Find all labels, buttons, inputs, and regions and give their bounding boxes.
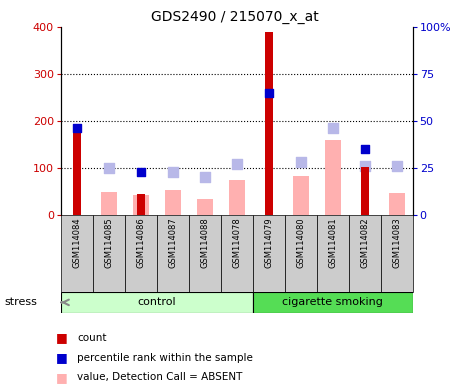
Text: GSM114087: GSM114087 xyxy=(168,217,177,268)
Text: ■: ■ xyxy=(56,351,68,364)
Text: GSM114080: GSM114080 xyxy=(296,217,305,268)
Bar xyxy=(197,199,213,215)
Point xyxy=(105,165,113,171)
Point xyxy=(329,126,337,132)
Point xyxy=(297,159,304,166)
Text: GSM114086: GSM114086 xyxy=(136,217,145,268)
Bar xyxy=(73,128,81,215)
Bar xyxy=(265,31,273,215)
Text: GSM114081: GSM114081 xyxy=(328,217,337,268)
Text: GSM114084: GSM114084 xyxy=(72,217,82,268)
Text: GSM114079: GSM114079 xyxy=(265,217,273,268)
Text: GDS2490 / 215070_x_at: GDS2490 / 215070_x_at xyxy=(151,10,318,23)
Bar xyxy=(253,292,413,313)
Text: GSM114083: GSM114083 xyxy=(392,217,401,268)
Bar xyxy=(133,195,149,215)
Bar xyxy=(381,215,413,292)
Text: value, Detection Call = ABSENT: value, Detection Call = ABSENT xyxy=(77,372,243,382)
Text: GSM114078: GSM114078 xyxy=(232,217,242,268)
Bar xyxy=(285,215,317,292)
Point xyxy=(265,90,272,96)
Bar xyxy=(293,177,309,215)
Text: count: count xyxy=(77,333,107,343)
Text: cigarette smoking: cigarette smoking xyxy=(282,297,383,308)
Point xyxy=(233,161,241,167)
Bar xyxy=(125,215,157,292)
Bar xyxy=(157,215,189,292)
Bar xyxy=(317,215,349,292)
Bar xyxy=(221,215,253,292)
Point xyxy=(201,174,209,180)
Bar xyxy=(165,190,181,215)
Bar xyxy=(189,215,221,292)
Text: stress: stress xyxy=(5,297,38,308)
Bar xyxy=(61,215,93,292)
Bar xyxy=(253,215,285,292)
Bar xyxy=(361,167,369,215)
Text: GSM114085: GSM114085 xyxy=(105,217,113,268)
Point xyxy=(393,163,401,169)
Text: control: control xyxy=(137,297,176,308)
Bar xyxy=(325,140,341,215)
Text: percentile rank within the sample: percentile rank within the sample xyxy=(77,353,253,362)
Point xyxy=(361,163,369,169)
Bar xyxy=(389,193,405,215)
Bar xyxy=(93,215,125,292)
Point xyxy=(73,126,81,132)
Text: ■: ■ xyxy=(56,331,68,344)
Point xyxy=(137,169,144,175)
Text: GSM114088: GSM114088 xyxy=(200,217,209,268)
Point xyxy=(169,169,177,175)
Bar xyxy=(101,192,117,215)
Text: ■: ■ xyxy=(56,371,68,384)
Bar xyxy=(137,194,145,215)
Bar xyxy=(229,180,245,215)
Point xyxy=(361,146,369,152)
Bar xyxy=(61,292,253,313)
Text: GSM114082: GSM114082 xyxy=(360,217,369,268)
Bar xyxy=(349,215,381,292)
